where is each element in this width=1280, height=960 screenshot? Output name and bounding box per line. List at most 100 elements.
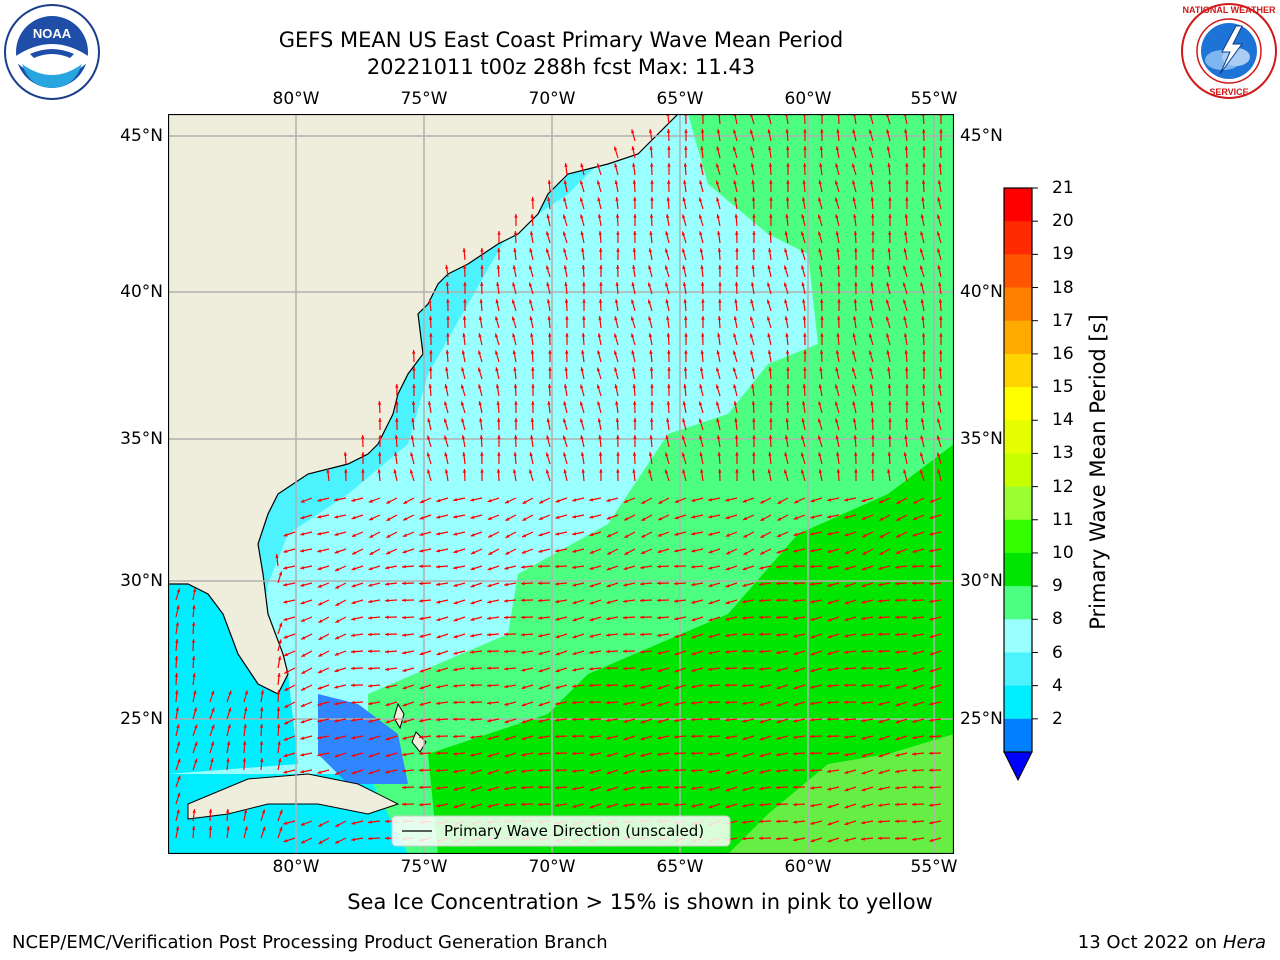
wave-direction-arrowhead [844,717,848,722]
wave-direction-arrowhead [597,214,602,218]
wave-direction-arrowhead [879,499,883,503]
wave-direction-arrowhead [462,333,466,337]
wave-direction-arrowhead [599,282,603,286]
wave-direction-arrowhead [810,564,814,569]
wave-direction-arrowhead [175,690,179,694]
wave-direction-arrowhead [385,650,389,654]
wave-direction-arrowhead [834,401,839,406]
wave-direction-arrowhead [495,299,499,304]
wave-direction-arrowhead [725,533,730,537]
wave-direction-arrowhead [905,384,909,388]
wave-direction-arrowhead [793,735,797,739]
wave-direction-arrowhead [377,401,382,405]
wave-direction-arrowhead [453,532,458,536]
map-subtitle: 20221011 t00z 288h fcst Max: 11.43 [366,55,756,79]
wave-direction-arrowhead [903,316,907,321]
wave-direction-arrowhead [369,517,374,521]
wave-direction-arrowhead [505,551,510,555]
wave-direction-arrowhead [334,702,339,706]
wave-direction-arrowhead [624,551,629,555]
wave-direction-arrowhead [683,367,688,371]
wave-direction-arrowhead [411,418,415,422]
wave-direction-arrowhead [684,350,688,354]
wave-direction-arrowhead [191,656,196,660]
colorbar-segment [1004,387,1032,421]
wave-direction-arrowhead [616,452,620,456]
wave-direction-arrowhead [929,617,934,621]
wave-direction-arrowhead [674,549,679,553]
wave-direction-arrowhead [632,265,636,269]
wave-direction-arrowhead [582,299,586,303]
wave-direction-arrowhead [888,401,892,405]
wave-direction-arrowhead [368,599,372,604]
wave-direction-arrowhead [750,146,754,151]
wave-direction-arrowhead [614,316,618,321]
wave-direction-arrowhead [861,804,866,808]
wave-direction-arrowhead [810,652,815,656]
wave-direction-arrowhead [820,129,824,133]
wave-direction-arrowhead [784,452,788,457]
wave-direction-arrowhead [776,650,780,655]
wave-direction-arrowhead [514,214,518,218]
svg-text:SERVICE: SERVICE [1209,87,1248,97]
wave-direction-arrowhead [776,633,780,637]
wave-direction-arrowhead [734,282,739,286]
wave-direction-arrowhead [716,129,721,133]
wave-direction-arrowhead [802,299,806,303]
wave-direction-arrowhead [768,367,772,371]
wave-direction-arrowhead [471,550,475,554]
wave-direction-arrowhead [174,656,179,660]
wave-direction-arrowhead [301,653,306,657]
wave-direction-arrowhead [487,683,491,688]
wave-direction-arrowhead [674,669,679,673]
wave-direction-arrowhead [681,452,686,457]
wave-direction-arrowhead [283,635,288,639]
wave-direction-arrowhead [300,549,305,553]
wave-direction-arrowhead [631,333,635,338]
wave-direction-arrowhead [674,499,679,503]
wave-direction-arrowhead [922,350,926,354]
wave-direction-arrowhead [870,197,874,201]
wave-direction-arrowhead [529,299,533,304]
wave-direction-arrowhead [936,214,941,219]
wave-direction-arrowhead [742,787,747,791]
wave-direction-arrowhead [844,617,849,621]
wave-direction-arrowhead [555,768,559,773]
wave-direction-arrowhead [912,533,917,537]
wave-direction-arrowhead [419,785,423,790]
wave-direction-arrowhead [606,718,610,722]
wave-direction-arrowhead [938,282,942,286]
wave-direction-arrowhead [606,753,611,758]
wave-direction-arrowhead [869,146,873,151]
wave-direction-arrowhead [351,700,355,705]
wave-direction-arrowhead [648,469,652,474]
wave-direction-arrowhead [801,435,805,440]
wave-direction-arrowhead [385,836,389,840]
wave-direction-arrowhead [470,666,474,671]
wave-direction-arrowhead [606,788,611,792]
wave-direction-arrowhead [453,651,458,655]
wave-direction-arrowhead [871,231,875,235]
wave-direction-arrowhead [667,367,671,371]
wave-direction-arrowhead [861,736,866,740]
wave-direction-arrowhead [538,564,542,569]
wave-direction-arrowhead [538,768,542,773]
wave-direction-arrowhead [793,751,797,756]
wave-direction-arrowhead [920,299,925,304]
wave-direction-arrowhead [667,146,671,150]
wave-direction-arrowhead [785,129,789,133]
wave-direction-arrowhead [684,129,688,133]
wave-direction-arrowhead [803,146,807,150]
wave-direction-arrowhead [562,435,567,440]
wave-direction-arrowhead [776,703,781,707]
wave-direction-arrowhead [589,515,594,519]
wave-direction-arrowhead [368,499,373,503]
wave-direction-arrowhead [827,498,832,502]
wave-direction-arrowhead [514,401,518,405]
colorbar-tick-label: 9 [1052,576,1063,597]
wave-direction-arrowhead [657,633,661,637]
wave-direction-arrowhead [939,129,943,133]
wave-direction-arrowhead [861,600,866,604]
wave-direction-arrowhead [734,299,738,303]
wave-direction-arrowhead [851,146,856,151]
